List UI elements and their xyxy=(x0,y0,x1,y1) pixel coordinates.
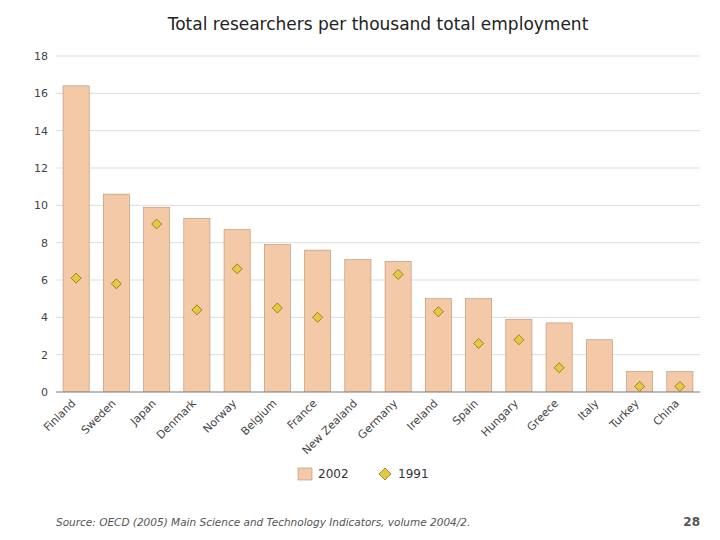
grid-line xyxy=(56,392,700,393)
grid-line xyxy=(56,168,700,169)
diamond-marker xyxy=(393,269,403,279)
bar xyxy=(144,207,170,392)
page-number: 28 xyxy=(683,515,700,529)
grid-line xyxy=(56,56,700,57)
x-tick-label: Finland xyxy=(41,397,78,434)
x-tick-label: Turkey xyxy=(607,397,643,433)
y-tick-label: 4 xyxy=(41,311,48,324)
bar xyxy=(224,230,250,392)
bar xyxy=(546,323,572,392)
legend: 2002 1991 xyxy=(298,467,429,481)
bar xyxy=(506,319,532,392)
x-tick-label: China xyxy=(651,397,682,428)
x-tick-label: Greece xyxy=(524,397,561,434)
bar xyxy=(345,259,371,392)
y-tick-label: 6 xyxy=(41,274,48,287)
diamond-marker xyxy=(232,264,242,274)
diamond-marker xyxy=(111,279,121,289)
bar xyxy=(305,250,331,392)
legend-label: 2002 xyxy=(318,467,349,481)
diamond-marker xyxy=(192,305,202,315)
diamond-marker xyxy=(313,312,323,322)
bar xyxy=(667,371,693,392)
source-note: Source: OECD (2005) Main Science and Tec… xyxy=(56,516,470,528)
y-tick-label: 0 xyxy=(41,386,48,399)
x-tick-label: Italy xyxy=(575,397,601,423)
bar xyxy=(466,299,492,392)
title: Total researchers per thousand total emp… xyxy=(167,14,589,34)
chart: Total researchers per thousand total emp… xyxy=(0,0,720,540)
x-tick-label: France xyxy=(285,397,320,432)
diamond-marker xyxy=(554,363,564,373)
diamond-marker xyxy=(635,381,645,391)
y-tick-label: 2 xyxy=(41,349,48,362)
diamond-marker xyxy=(433,307,443,317)
diamond-marker xyxy=(152,219,162,229)
x-tick-label: New Zealand xyxy=(300,397,360,457)
bar xyxy=(63,86,89,392)
y-tick-label: 8 xyxy=(41,237,48,250)
x-axis-line xyxy=(56,392,700,393)
legend-swatch xyxy=(298,468,312,480)
grid-line xyxy=(56,205,700,206)
legend-swatch xyxy=(379,468,391,480)
y-tick-label: 14 xyxy=(34,125,48,138)
legend-label: 1991 xyxy=(398,467,429,481)
x-tick-label: Japan xyxy=(127,397,159,429)
grid xyxy=(56,56,700,392)
bar xyxy=(586,340,612,392)
marks xyxy=(63,86,693,392)
diamond-marker xyxy=(71,273,81,283)
x-tick-label: Belgium xyxy=(238,397,279,438)
bar xyxy=(385,261,411,392)
x-tick-label: Hungary xyxy=(479,397,522,440)
y-tick-label: 16 xyxy=(34,87,48,100)
x-tick-label: Sweden xyxy=(79,397,119,437)
diamond-marker xyxy=(514,335,524,345)
x-tick-label: Spain xyxy=(450,397,481,428)
y-tick-label: 10 xyxy=(34,199,48,212)
diamond-marker xyxy=(474,338,484,348)
bar xyxy=(425,299,451,392)
x-tick-label: Denmark xyxy=(154,396,199,441)
x-tick-label: Ireland xyxy=(404,397,440,433)
bar xyxy=(184,218,210,392)
x-tick-label: Norway xyxy=(201,397,240,436)
bar xyxy=(627,371,653,392)
x-tick-label: Germany xyxy=(355,397,400,442)
grid-line xyxy=(56,130,700,131)
y-tick-label: 18 xyxy=(34,50,48,63)
bar xyxy=(264,245,290,392)
grid-line xyxy=(56,93,700,94)
diamond-marker xyxy=(675,381,685,391)
bar xyxy=(103,194,129,392)
diamond-marker xyxy=(272,303,282,313)
y-tick-label: 12 xyxy=(34,162,48,175)
